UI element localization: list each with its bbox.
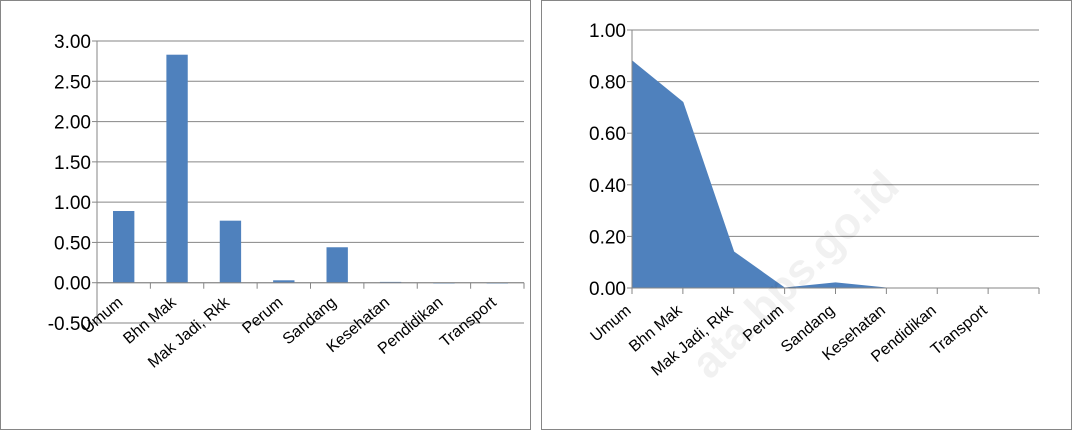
- y-tick-label: -0.50: [48, 314, 91, 335]
- bar-chart-panel: -0.50 0.00 0.50 1.00 1.50 2.00 2.50 3.00 Umum Bhn…: [0, 0, 531, 430]
- bar: [326, 247, 348, 283]
- y-tick-label: 1.00: [54, 193, 91, 214]
- bar: [166, 54, 188, 283]
- bar: [273, 280, 295, 283]
- y-tick-label: 3.00: [54, 32, 91, 53]
- bar: [113, 211, 135, 283]
- y-tick-label: 0.60: [589, 124, 626, 145]
- y-tick-label: 0.50: [54, 233, 91, 254]
- y-tick-label: 0.00: [589, 279, 626, 300]
- area-chart-panel: 0.00 0.20 0.40 0.60 0.80 1.00 Umum Bhn Mak Mak J…: [541, 0, 1072, 430]
- y-tick-label: 0.00: [54, 274, 91, 295]
- y-tick-label: 1.50: [54, 153, 91, 174]
- bar: [219, 220, 242, 283]
- chart-frame: [0, 0, 531, 430]
- y-tick-label: 0.40: [589, 176, 626, 197]
- chart-frame: [541, 0, 1072, 430]
- y-tick-label: 2.50: [54, 72, 91, 93]
- y-tick-label: 2.00: [54, 113, 91, 134]
- y-tick-label: 0.80: [589, 73, 626, 94]
- y-tick-label: 1.00: [589, 21, 626, 42]
- y-tick-label: 0.20: [589, 227, 626, 248]
- bar-chart: -0.500.000.501.001.502.002.503.00UmumBhn…: [0, 0, 531, 430]
